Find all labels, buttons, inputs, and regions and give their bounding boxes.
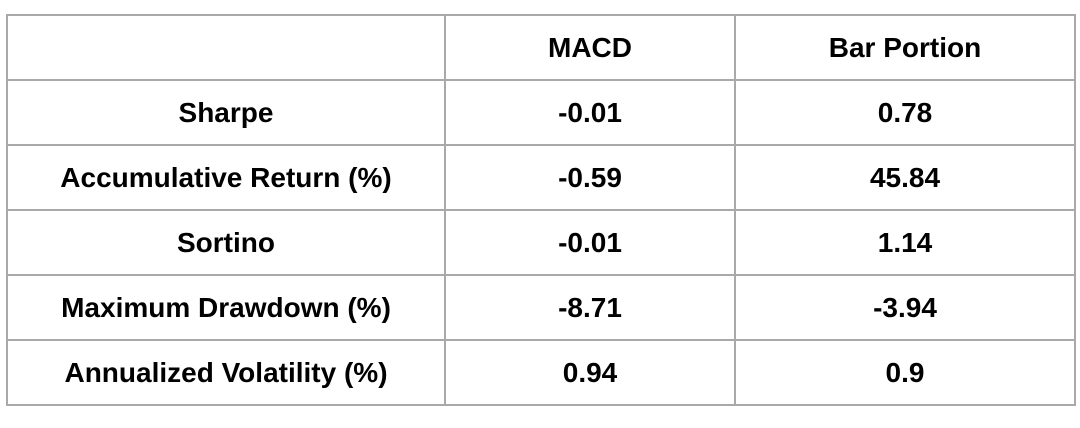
header-row: MACD Bar Portion [6,14,1076,81]
value-cell: 0.9 [734,339,1076,406]
table-header: MACD Bar Portion [6,14,1076,81]
value-cell: 0.78 [734,79,1076,146]
table-row: Maximum Drawdown (%) -8.71 -3.94 [6,274,1076,341]
table-row: Sortino -0.01 1.14 [6,209,1076,276]
value-cell: 45.84 [734,144,1076,211]
row-label: Maximum Drawdown (%) [6,274,446,341]
row-label: Sharpe [6,79,446,146]
row-label: Annualized Volatility (%) [6,339,446,406]
table-body: Sharpe -0.01 0.78 Accumulative Return (%) -0… [6,79,1076,406]
row-label: Sortino [6,209,446,276]
column-header: Bar Portion [734,14,1076,81]
value-cell: -8.71 [444,274,736,341]
column-header: MACD [444,14,736,81]
value-cell: -3.94 [734,274,1076,341]
table-row: Annualized Volatility (%) 0.94 0.9 [6,339,1076,406]
value-cell: -0.59 [444,144,736,211]
table-row: Accumulative Return (%) -0.59 45.84 [6,144,1076,211]
value-cell: 1.14 [734,209,1076,276]
metrics-table: MACD Bar Portion Sharpe -0.01 0.78 Accumula… [6,14,1076,406]
value-cell: -0.01 [444,209,736,276]
table-row: Sharpe -0.01 0.78 [6,79,1076,146]
value-cell: 0.94 [444,339,736,406]
value-cell: -0.01 [444,79,736,146]
row-label: Accumulative Return (%) [6,144,446,211]
corner-cell [6,14,446,81]
